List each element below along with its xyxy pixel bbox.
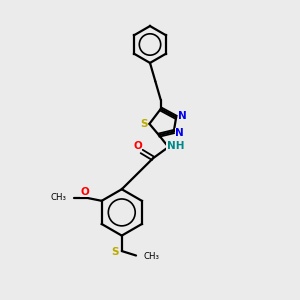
Text: CH₃: CH₃ [143,252,160,261]
Text: N: N [178,111,187,121]
Text: S: S [112,247,119,257]
Text: NH: NH [167,141,184,151]
Text: CH₃: CH₃ [50,194,66,202]
Text: N: N [175,128,184,138]
Text: O: O [133,141,142,152]
Text: S: S [140,118,148,128]
Text: O: O [81,187,90,197]
